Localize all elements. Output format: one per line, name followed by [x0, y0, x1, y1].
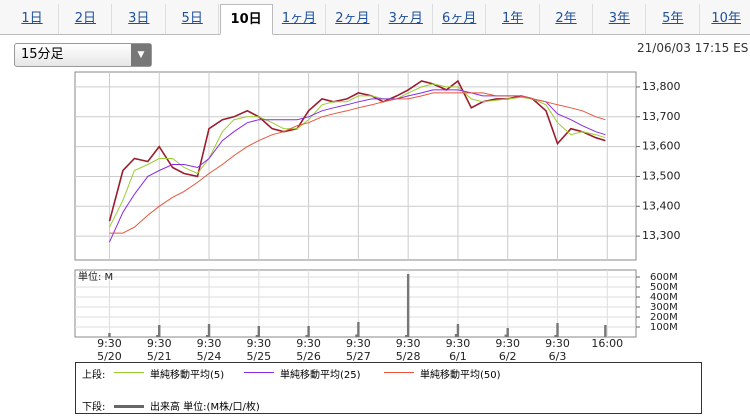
period-tabs: 1日 2日 3日 5日 10日 1ヶ月 2ヶ月 3ヶ月 6ヶ月 1年 2年 3年 5年 10年 [0, 0, 750, 35]
x-tick-label: 9:30 5/25 [246, 337, 272, 363]
y-tick-label: 13,700 [642, 110, 681, 123]
period-tab[interactable]: 5年 [647, 4, 700, 34]
y-tick-label: 13,500 [642, 169, 681, 182]
period-tab[interactable]: 2年 [540, 4, 593, 34]
x-tick-label: 9:30 5/21 [146, 337, 172, 363]
x-tick-label: 9:30 5/27 [346, 337, 371, 363]
volume-bar [556, 323, 559, 337]
legend-volume-swatch [114, 405, 144, 408]
y-tick-label: 13,800 [642, 80, 681, 93]
y-tick-label: 13,300 [642, 229, 681, 242]
volume-bar [255, 335, 259, 337]
volume-y-tick-label: 400M [650, 292, 678, 303]
legend-lower-label: 下段: [82, 402, 106, 413]
volume-bar [305, 335, 308, 337]
legend-entry: 単純移動平均(25) [280, 370, 361, 381]
volume-bar [355, 334, 358, 337]
volume-y-tick-label: 600M [650, 272, 678, 283]
volume-bar [456, 324, 460, 337]
legend-entry: 単純移動平均(50) [420, 370, 501, 381]
volume-bar [158, 325, 161, 337]
x-tick-label: 16:00 [591, 337, 624, 350]
volume-y-tick-label: 500M [650, 282, 678, 293]
period-tab[interactable]: 10日 [219, 4, 273, 35]
dropdown-arrow[interactable]: ▼ [131, 44, 151, 66]
x-tick-label: 9:30 6/3 [545, 337, 570, 363]
volume-bar [504, 334, 508, 337]
legend-swatch [384, 372, 414, 373]
volume-y-tick-label: 200M [650, 312, 678, 323]
interval-select[interactable]: 15分足 ▼ [14, 43, 152, 67]
period-tab[interactable]: 3ヶ月 [380, 4, 433, 34]
volume-unit-label: 単位: M [78, 270, 113, 283]
legend: 上段: 下段: 出来高 単位:(M株/口/枚) 単純移動平均(5) 単純移動平均(… [75, 362, 702, 414]
volume-bar [506, 328, 509, 337]
volume-bar [406, 274, 410, 337]
volume-bar [554, 335, 557, 337]
period-tab[interactable]: 10年 [700, 4, 750, 34]
period-tab[interactable]: 1年 [487, 4, 540, 34]
x-tick-label: 9:30 6/2 [495, 337, 521, 363]
x-tick-label: 9:30 5/24 [196, 337, 222, 363]
moving-average-line [109, 83, 606, 228]
volume-bar [205, 335, 209, 337]
period-tab[interactable]: 3日 [113, 4, 166, 34]
y-tick-label: 13,400 [642, 199, 681, 212]
volume-bar [454, 334, 458, 337]
moving-average-line [109, 92, 606, 234]
legend-swatch [244, 372, 274, 373]
interval-text: 15分足 [21, 47, 64, 62]
period-tab[interactable]: 1ヶ月 [273, 4, 326, 34]
legend-entry: 単純移動平均(5) [150, 370, 225, 381]
volume-bar [207, 324, 211, 337]
volume-bar [257, 326, 261, 337]
period-tab[interactable]: 2ヶ月 [326, 4, 380, 34]
legend-upper-label: 上段: [82, 370, 106, 381]
volume-panel [74, 269, 637, 338]
legend-volume-label: 出来高 単位:(M株/口/枚) [150, 402, 260, 413]
volume-bar [307, 326, 310, 337]
x-tick-label: 9:30 5/28 [395, 337, 421, 363]
period-tab[interactable]: 2日 [59, 4, 113, 34]
period-tab[interactable]: 6ヶ月 [433, 4, 487, 34]
y-tick-label: 13,600 [642, 140, 681, 153]
volume-bar [405, 335, 408, 337]
legend-swatch [114, 372, 144, 373]
timestamp: 21/06/03 17:15 ES [637, 41, 749, 55]
volume-bar [357, 322, 360, 337]
volume-bar [156, 335, 159, 337]
x-tick-label: 9:30 6/1 [445, 337, 471, 363]
volume-y-tick-label: 100M [650, 322, 678, 333]
period-tab[interactable]: 1日 [6, 4, 59, 34]
period-tab[interactable]: 3年 [593, 4, 647, 34]
volume-bar [604, 325, 607, 337]
x-tick-label: 9:30 5/20 [97, 337, 122, 363]
period-tab[interactable]: 5日 [166, 4, 220, 34]
volume-y-tick-label: 300M [650, 302, 678, 313]
volume-bar [108, 333, 111, 337]
x-tick-label: 9:30 5/26 [296, 337, 321, 363]
